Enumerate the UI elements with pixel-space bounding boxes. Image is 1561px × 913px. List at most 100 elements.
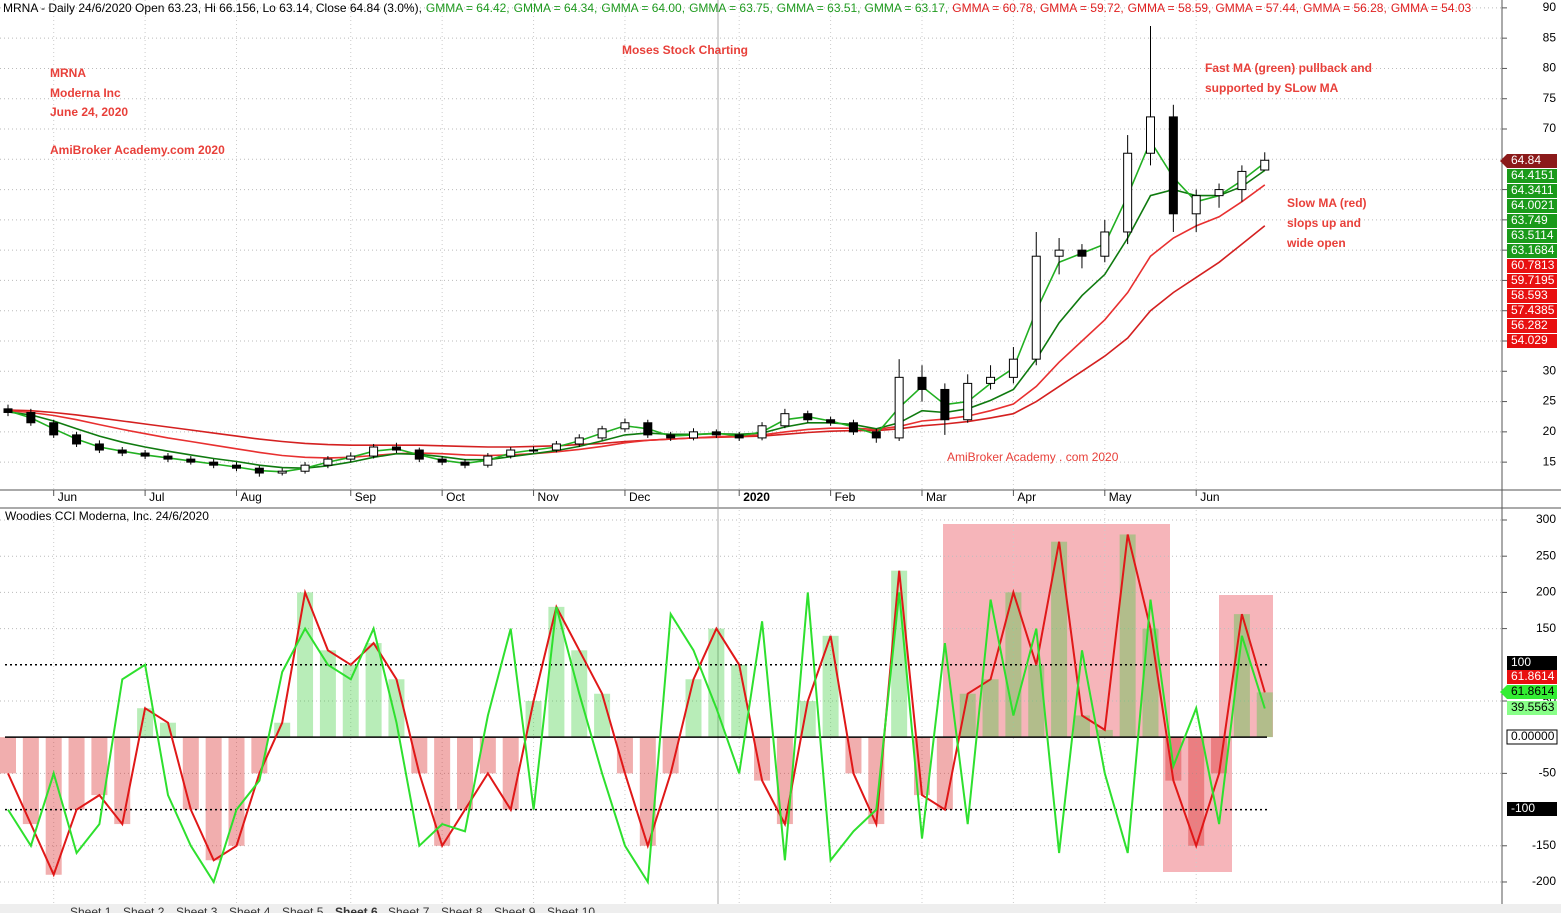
sheet-tab[interactable]: Sheet 7 [388, 905, 430, 913]
histogram-bar [365, 643, 382, 738]
gmma-line [7, 169, 1266, 470]
histogram-bar [45, 737, 62, 875]
candle-body [140, 452, 150, 457]
candle-body [551, 443, 561, 451]
y-tick-label: 15 [1543, 454, 1557, 468]
last-value-box-label: 59.7195 [1511, 273, 1555, 287]
histogram-bar [342, 664, 359, 738]
cci-line [7, 534, 1266, 878]
y-tick-label: -50 [1539, 766, 1557, 780]
y-tick-label: 30 [1543, 363, 1557, 377]
histogram-bar [457, 737, 473, 810]
header-text: MRNA - Daily 24/6/2020 Open 63.23, Hi 66… [3, 1, 422, 15]
legend-item: GMMA = 64.42, [425, 1, 510, 15]
histogram-bar [114, 737, 131, 825]
last-value-box-label: 57.4385 [1511, 303, 1555, 317]
level-box [1507, 656, 1557, 670]
annotation: AmiBroker Academy.com 2020 [50, 143, 225, 157]
sheet-tab[interactable]: Sheet 2 [123, 905, 165, 913]
histogram-bar [159, 722, 176, 738]
gmma-line [7, 184, 1266, 459]
legend-item: GMMA = 59.72, [1039, 1, 1124, 15]
histogram-bar [91, 737, 108, 796]
annotation: MRNA [50, 66, 86, 80]
candle-body [414, 449, 424, 460]
cci-title: Woodies CCI Moderna, Inc. 24/6/2020 [5, 509, 209, 523]
last-value-box [1507, 184, 1557, 198]
candle-body [26, 411, 36, 424]
level-box [1507, 802, 1557, 816]
last-value-box [1507, 229, 1557, 243]
candle-body [506, 449, 516, 457]
legend-item: GMMA = 56.28, [1303, 1, 1387, 15]
annotation: supported by SLow MA [1205, 81, 1339, 95]
last-value-box [1507, 199, 1557, 213]
sheet-tab[interactable]: Sheet 8 [441, 905, 483, 913]
last-value-box-label: 63.1684 [1511, 243, 1555, 257]
last-value-box [1507, 259, 1557, 273]
candle-body [986, 376, 996, 384]
candle-body [757, 425, 767, 439]
last-value-box-arrow [1500, 685, 1507, 699]
y-tick-label: 200 [1536, 585, 1556, 599]
histogram-bar [388, 679, 405, 738]
candle-body [186, 458, 196, 463]
histogram-bar [182, 737, 199, 810]
candle-body [277, 470, 287, 474]
histogram-bar [1119, 534, 1136, 738]
x-tick-label: Jun [58, 490, 77, 504]
last-value-box-label: 63.5114 [1511, 228, 1554, 242]
candle-body [391, 446, 401, 451]
candle-body [894, 376, 904, 439]
candle-body [1123, 152, 1133, 233]
x-tick-label: 2020 [743, 490, 770, 504]
candle-body [529, 449, 539, 452]
annotation: Fast MA (green) pullback and [1205, 61, 1372, 75]
annotation: Moderna Inc [50, 86, 121, 100]
histogram-bar [502, 737, 519, 810]
y-tick-label: 70 [1543, 121, 1557, 135]
y-tick-label: 250 [1536, 548, 1556, 562]
legend-item: GMMA = 63.75, [689, 1, 773, 15]
last-value-box-label: 64.4151 [1511, 168, 1555, 182]
histogram-bar [68, 737, 85, 810]
candle-body [780, 413, 790, 427]
histogram-bar [22, 737, 39, 825]
candle-body [848, 422, 858, 433]
sheet-tab[interactable]: Sheet 4 [229, 905, 271, 913]
sheet-tab[interactable]: Sheet 6 [335, 905, 378, 913]
histogram-bar [685, 679, 702, 738]
y-tick-label: 300 [1536, 512, 1556, 526]
y-tick-label: 85 [1543, 30, 1557, 44]
y-tick-label: 90 [1543, 0, 1557, 14]
sheet-tab[interactable]: Sheet 9 [494, 905, 536, 913]
histogram-bar [616, 737, 633, 774]
sheet-tab[interactable]: Sheet 3 [176, 905, 218, 913]
candle-body [940, 388, 950, 421]
candle-body [1146, 116, 1155, 154]
x-tick-label: Apr [1017, 490, 1036, 504]
candle-body [1077, 249, 1087, 257]
x-tick-label: Aug [241, 490, 262, 504]
histogram-bar [205, 737, 222, 861]
histogram-bar [982, 679, 999, 738]
last-value-box [1507, 214, 1557, 228]
sheet-tab[interactable]: Sheet 1 [70, 905, 112, 913]
legend-item: GMMA = 63.51, [776, 1, 861, 15]
histogram-bar [1051, 541, 1068, 738]
candle-body [346, 455, 356, 460]
x-tick-label: May [1109, 490, 1132, 504]
sheet-tab[interactable]: Sheet 10 [547, 905, 595, 913]
sheet-tab[interactable]: Sheet 5 [282, 905, 324, 913]
last-value-box [1507, 670, 1557, 684]
level-box-label: 100 [1511, 655, 1531, 669]
candle-body [689, 431, 698, 439]
last-value-box-label: 61.8614 [1511, 669, 1555, 683]
y-tick-label: 80 [1543, 61, 1557, 75]
last-value-box [1507, 289, 1557, 303]
histogram-bar [228, 737, 245, 846]
histogram-bar [1096, 729, 1113, 738]
candle-body [1008, 358, 1018, 378]
cci-line [7, 592, 1266, 886]
candle-body [49, 422, 59, 436]
